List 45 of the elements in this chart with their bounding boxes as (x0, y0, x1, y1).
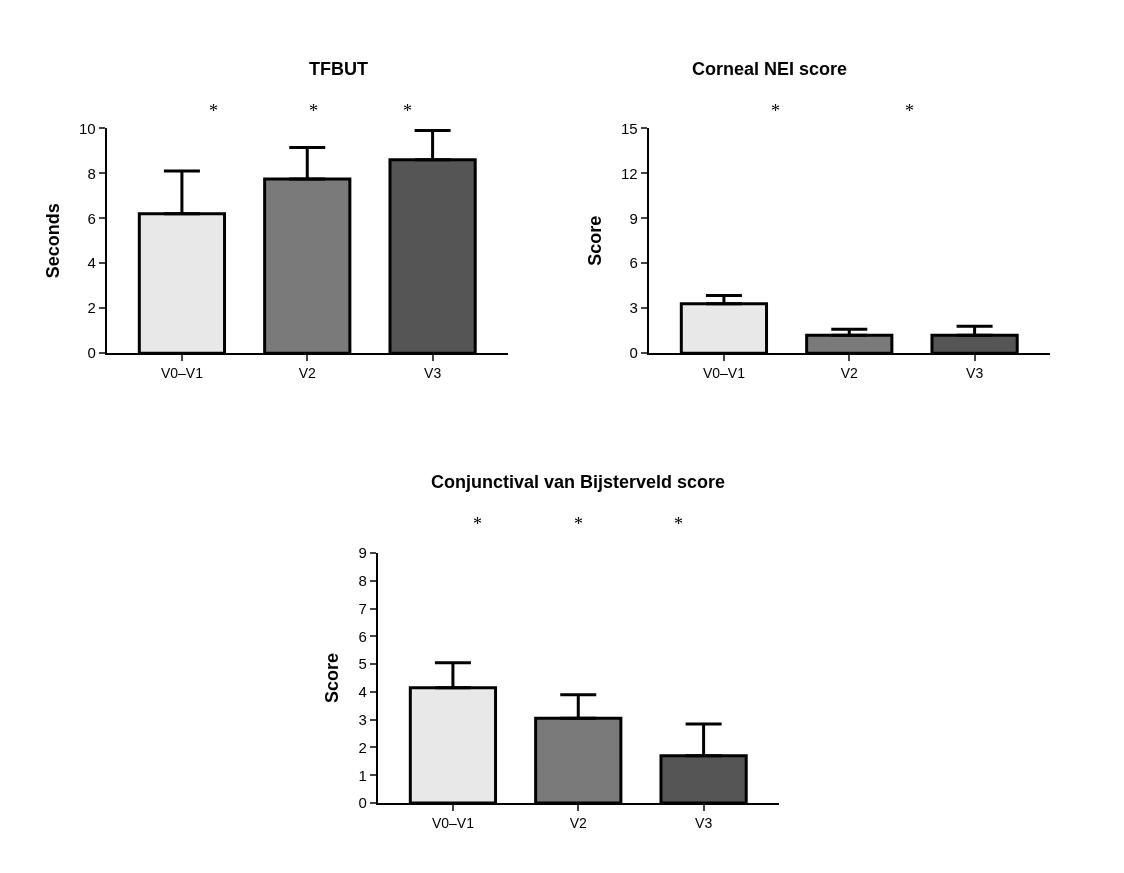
chart-title: Corneal NEI score (692, 59, 848, 79)
y-tick-label: 15 (621, 119, 638, 137)
y-tick-label: 0 (87, 344, 96, 362)
y-tick-label: 12 (621, 164, 638, 182)
y-tick-label: 9 (629, 209, 638, 227)
y-tick-label: 0 (358, 794, 367, 812)
text: * (674, 514, 683, 534)
text: * (771, 101, 780, 121)
y-tick-label: 2 (358, 738, 367, 756)
x-tick-label: V3 (966, 365, 984, 381)
chart-title: TFBUT (309, 59, 368, 79)
y-tick-label: 5 (358, 655, 367, 673)
y-tick-label: 6 (87, 209, 96, 227)
y-tick-label: 3 (629, 299, 638, 317)
text: * (309, 101, 318, 121)
text: * (473, 514, 482, 534)
y-tick-label: 4 (87, 254, 96, 272)
x-tick-label: V2 (569, 814, 588, 831)
x-tick-label: V0–V1 (160, 365, 204, 381)
x-tick-label: V2 (298, 365, 317, 381)
y-tick-label: 4 (358, 683, 367, 701)
text: * (403, 101, 412, 121)
text: * (209, 101, 218, 121)
y-tick-label: 8 (358, 572, 367, 590)
y-tick-label: 3 (358, 710, 367, 728)
y-tick-label: 6 (358, 627, 367, 645)
x-tick-label: V0–V1 (702, 365, 746, 381)
y-axis-title: Score (584, 215, 605, 266)
x-tick-label: V3 (695, 814, 713, 831)
y-tick-label: 2 (87, 299, 96, 317)
x-tick-label: V0–V1 (431, 814, 475, 831)
y-tick-label: 6 (629, 254, 638, 272)
y-tick-label: 0 (629, 344, 638, 362)
chart-title: Conjunctival van Bijsterveld score (431, 472, 726, 492)
y-tick-label: 7 (358, 599, 367, 617)
text: * (905, 101, 914, 121)
y-axis-title: Score (322, 653, 343, 704)
y-tick-label: 9 (358, 544, 367, 562)
y-tick-label: 10 (79, 119, 96, 137)
text: * (574, 514, 583, 534)
x-tick-label: V2 (840, 365, 859, 381)
y-tick-label: 1 (358, 766, 367, 784)
x-tick-label: V3 (424, 365, 442, 381)
y-tick-label: 8 (87, 164, 96, 182)
y-axis-title: Seconds (42, 203, 63, 279)
